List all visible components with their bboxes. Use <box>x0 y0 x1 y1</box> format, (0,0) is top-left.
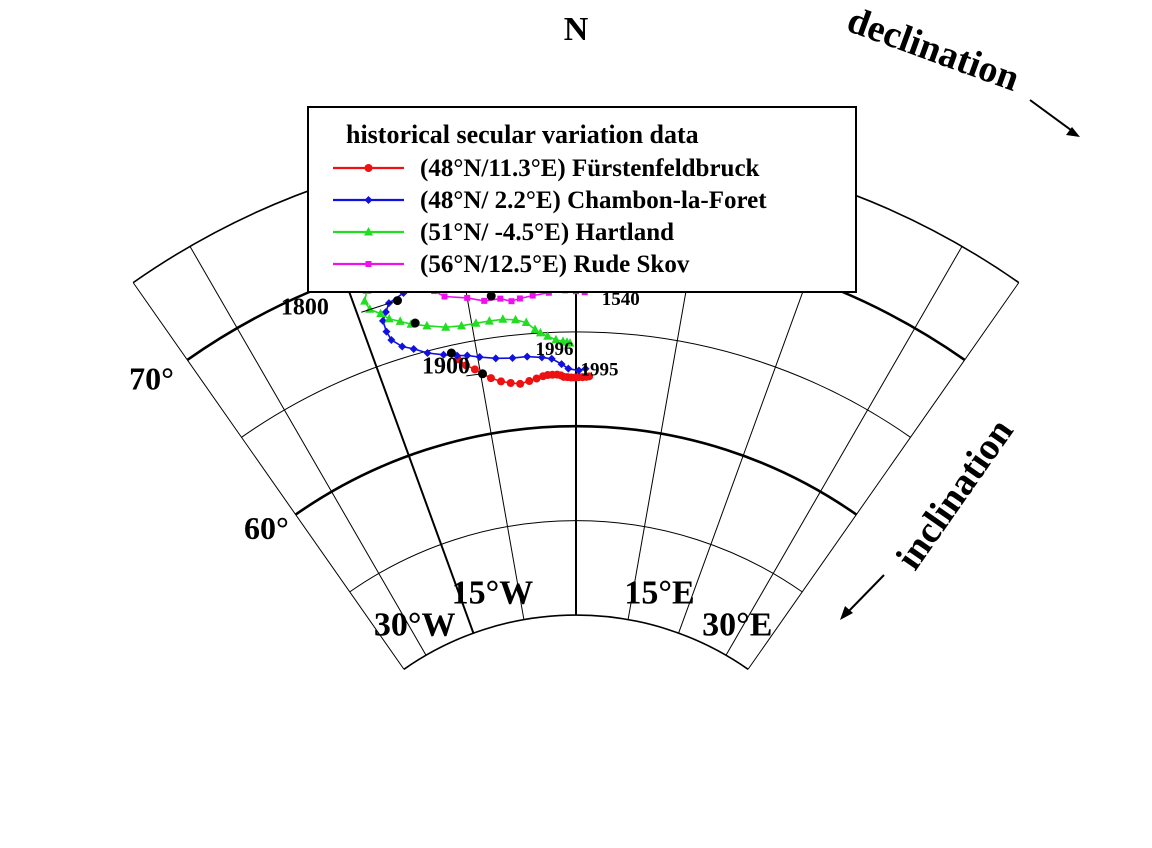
data-point <box>491 354 500 363</box>
data-point <box>565 338 575 347</box>
data-point <box>508 298 515 305</box>
legend-label: (48°N/11.3°E) Fürstenfeldbruck <box>420 155 760 182</box>
legend-items: (48°N/11.3°E) Fürstenfeldbruck (48°N/ 2.2… <box>333 155 767 278</box>
data-point <box>462 361 471 370</box>
inclination-arrow <box>845 574 885 615</box>
legend-swatch-marker <box>364 227 373 236</box>
data-point <box>581 364 590 373</box>
data-point <box>456 320 466 330</box>
data-point <box>497 377 506 386</box>
legend-title: historical secular variation data <box>346 120 699 149</box>
year-label: 1800 <box>281 295 329 321</box>
tick-labels: 30°W15°W N 15°E30°E 60° 70° <box>129 11 772 644</box>
data-point <box>463 351 472 360</box>
data-point <box>439 350 448 359</box>
data-point <box>376 308 386 318</box>
legend-swatch-marker <box>365 261 372 267</box>
legend-swatch-marker <box>364 196 373 204</box>
data-point <box>470 365 479 374</box>
data-point <box>423 348 432 357</box>
declination-spoke <box>725 246 963 656</box>
data-point <box>521 317 531 327</box>
data-point <box>547 354 556 363</box>
declination-tick-label: 15°E <box>624 574 694 611</box>
data-point <box>551 334 561 344</box>
data-point <box>497 295 504 302</box>
epoch-marker <box>446 348 456 358</box>
year-label: 1900 <box>422 354 470 380</box>
data-point <box>543 331 553 340</box>
data-point <box>523 352 532 361</box>
data-point <box>574 366 583 375</box>
declination-spoke <box>747 282 1020 670</box>
data-point <box>475 353 484 362</box>
data-point <box>525 377 534 386</box>
data-point <box>441 322 451 331</box>
data-point <box>508 354 517 363</box>
declination-tick-label: 30°W <box>374 607 456 644</box>
data-point <box>516 379 525 388</box>
data-point <box>381 307 390 316</box>
declination-tick-label: 15°W <box>452 574 534 611</box>
data-point <box>511 314 521 324</box>
data-point <box>564 364 573 373</box>
inclination-tick-label: 70° <box>129 360 174 396</box>
data-point <box>395 316 405 325</box>
data-point <box>532 374 541 383</box>
inclination-circle <box>403 614 749 670</box>
legend-label: (51°N/ -4.5°E) Hartland <box>420 219 674 246</box>
data-point <box>382 327 391 336</box>
declination-spoke <box>189 246 427 656</box>
epoch-marker <box>486 291 496 301</box>
epoch-marker <box>410 318 420 328</box>
leader-line <box>361 300 398 313</box>
year-label: 1540 <box>602 289 640 310</box>
data-point <box>409 344 418 353</box>
declination-tick-label: 30°E <box>702 607 772 644</box>
data-point <box>498 314 508 323</box>
legend: historical secular variation data (48°N/… <box>307 106 857 293</box>
data-point <box>481 297 488 304</box>
declination-arrow <box>1029 99 1076 134</box>
data-point <box>535 327 545 337</box>
data-point <box>516 295 523 302</box>
inclination-arrowhead <box>840 606 853 620</box>
data-point <box>557 360 566 369</box>
data-point <box>360 296 370 305</box>
legend-label: (56°N/12.5°E) Rude Skov <box>420 251 690 278</box>
data-point <box>471 318 481 327</box>
data-point <box>464 294 471 301</box>
data-point <box>484 316 494 325</box>
data-point <box>585 372 594 381</box>
legend-label: (48°N/ 2.2°E) Chambon-la-Foret <box>420 187 767 214</box>
inclination-tick-label: 60° <box>244 510 289 546</box>
data-point <box>486 374 495 383</box>
year-label: 1996 <box>535 339 573 360</box>
data-point <box>387 335 396 344</box>
data-point <box>506 378 515 387</box>
data-point <box>441 293 448 300</box>
leader-line <box>466 373 483 377</box>
year-label: 1995 <box>581 360 619 381</box>
declination-tick-label: N <box>564 11 589 48</box>
data-point <box>529 292 536 299</box>
legend-swatch-marker <box>364 164 373 172</box>
data-point <box>537 353 546 362</box>
declination-arrowhead <box>1066 127 1080 137</box>
data-point <box>422 320 432 330</box>
declination-spoke <box>132 282 405 670</box>
data-point <box>378 316 387 325</box>
data-point <box>384 313 394 323</box>
data-point <box>398 342 407 351</box>
data-point <box>530 324 540 333</box>
